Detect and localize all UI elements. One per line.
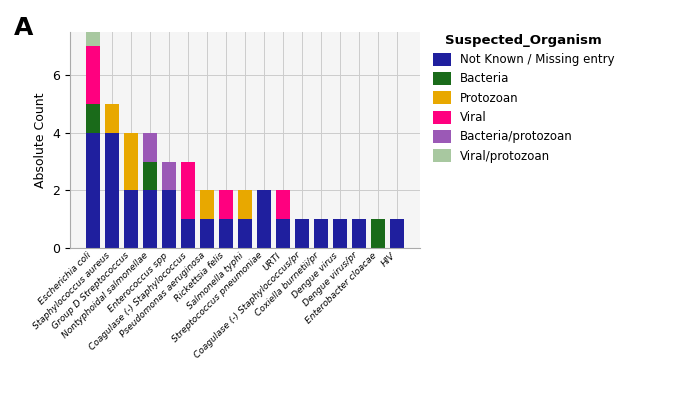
Bar (314, 219, 328, 248)
Bar (219, 219, 233, 248)
Bar (352, 219, 366, 248)
Bar (371, 219, 385, 248)
Bar (181, 162, 195, 219)
Bar (238, 219, 252, 248)
Bar (143, 190, 157, 248)
Bar (162, 162, 176, 190)
Bar (105, 133, 119, 248)
Bar (200, 190, 214, 219)
Bar (86, 104, 100, 133)
Bar (162, 190, 176, 248)
Bar (276, 190, 290, 219)
Bar (86, 18, 100, 46)
Bar (105, 104, 119, 133)
Bar (390, 219, 404, 248)
Y-axis label: Absolute Count: Absolute Count (34, 92, 47, 188)
Bar (276, 219, 290, 248)
Bar (143, 162, 157, 190)
Bar (295, 219, 309, 248)
Bar (86, 46, 100, 104)
Bar (124, 190, 138, 248)
Bar (219, 190, 233, 219)
Bar (238, 190, 252, 219)
Bar (86, 133, 100, 248)
Bar (257, 190, 271, 248)
Bar (124, 133, 138, 190)
Text: A: A (14, 16, 34, 40)
Bar (333, 219, 347, 248)
Legend: Not Known / Missing entry, Bacteria, Protozoan, Viral, Bacteria/protozoan, Viral: Not Known / Missing entry, Bacteria, Pro… (433, 34, 615, 163)
Bar (181, 219, 195, 248)
Bar (143, 133, 157, 162)
Bar (200, 219, 214, 248)
